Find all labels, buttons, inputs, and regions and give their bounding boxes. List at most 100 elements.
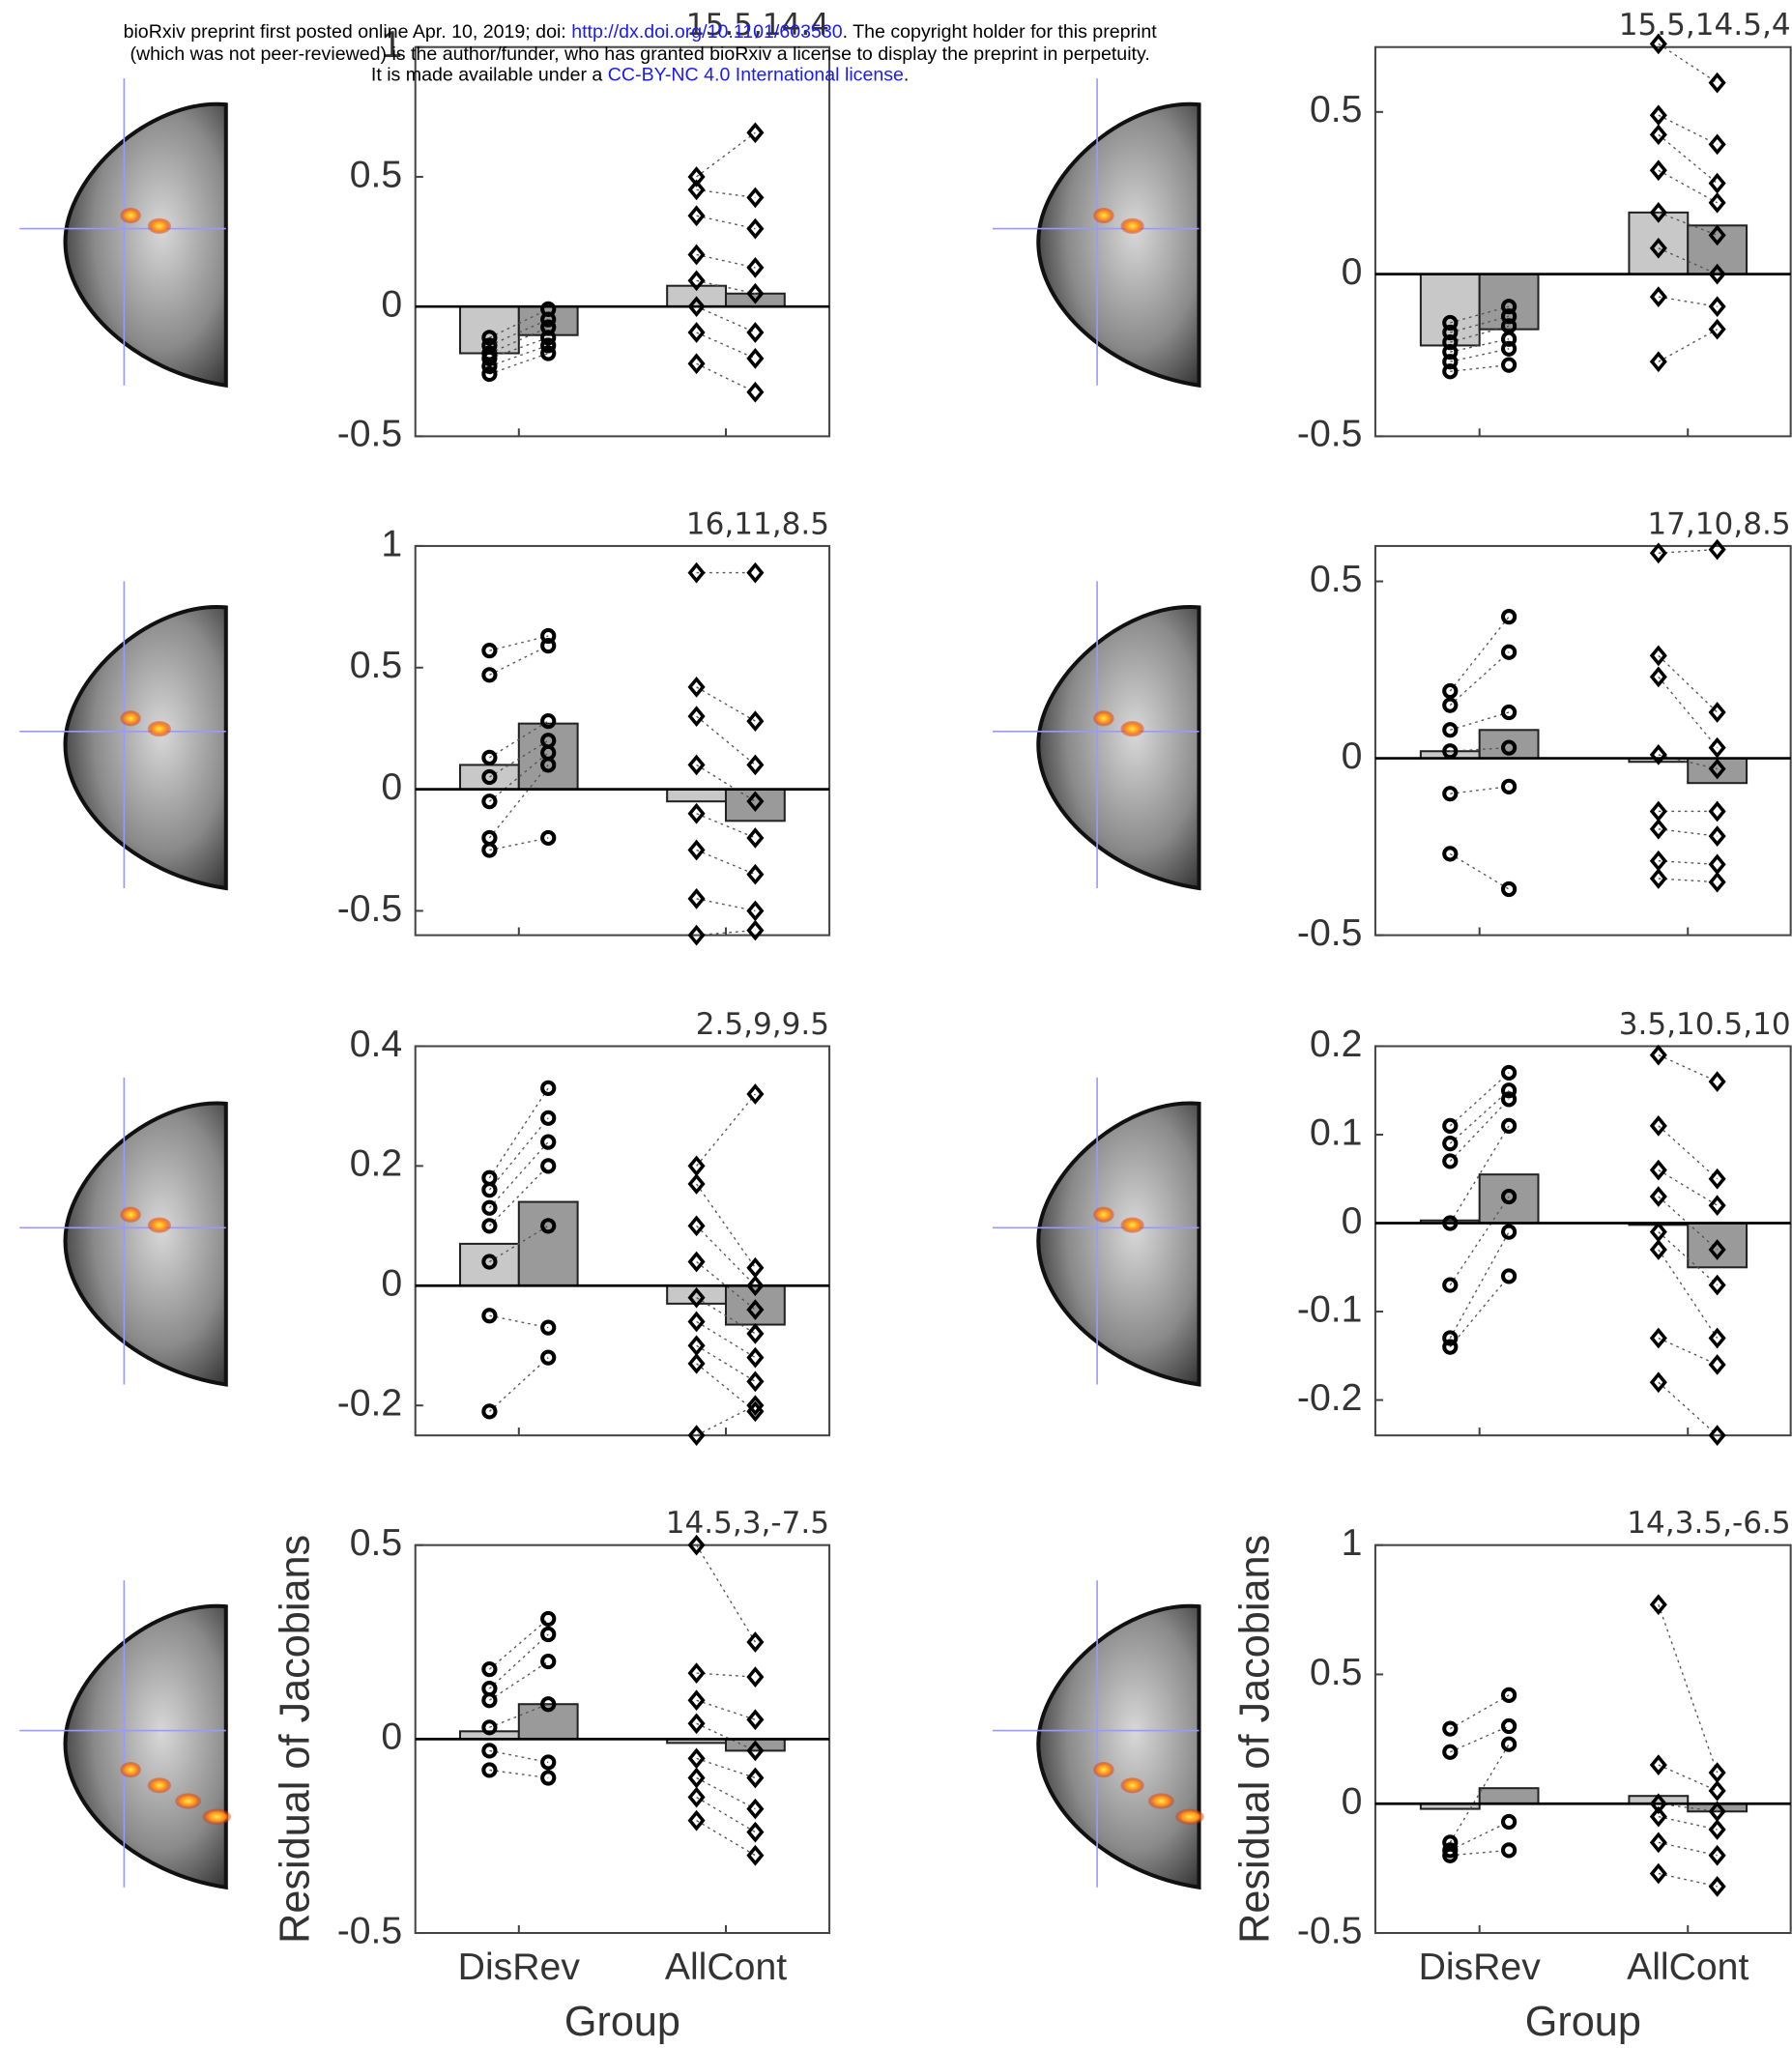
- chart-title: 14.5,3,-7.5: [666, 1506, 829, 1541]
- activation-blob: [1093, 208, 1114, 223]
- plot-area: [1375, 1545, 1791, 1933]
- y-tick-label: 0: [1342, 736, 1363, 777]
- activation-blob: [1148, 1793, 1174, 1808]
- brain-outline: [1038, 104, 1199, 386]
- x-tick-label: AllCont: [1627, 1947, 1749, 1988]
- brain-outline: [1038, 607, 1199, 888]
- activation-blob: [1093, 710, 1114, 726]
- y-tick-label: -0.1: [1297, 1288, 1363, 1330]
- chart: 17,10,8.5 -0.5 0 0.5: [1297, 506, 1791, 954]
- y-tick-label: 0.4: [350, 1024, 402, 1065]
- activation-blob: [120, 1207, 141, 1223]
- y-tick-label: -0.5: [337, 888, 402, 930]
- header-line: (which was not peer-reviewed) is the aut…: [130, 43, 1150, 65]
- chart-title: 17,10,8.5: [1647, 506, 1790, 541]
- y-tick-label: 0.5: [1310, 1652, 1362, 1693]
- y-tick-label: 0: [381, 1716, 402, 1758]
- y-tick-label: 0.1: [1310, 1111, 1362, 1153]
- bar: [1480, 1788, 1539, 1803]
- y-tick-label: -0.5: [1297, 1910, 1363, 1951]
- brain-slice: [993, 1078, 1199, 1385]
- y-axis-label: Residual of Jacobians: [1232, 1535, 1279, 1944]
- plot-area: [416, 47, 829, 437]
- brain-slice: [993, 1580, 1204, 1888]
- plot-area: [416, 1046, 829, 1435]
- chart-title: 3.5,10.5,10: [1619, 1007, 1791, 1042]
- activation-blob: [148, 218, 171, 234]
- y-tick-label: 0: [1342, 1781, 1363, 1823]
- activation-blob: [1093, 1762, 1114, 1777]
- brain-slice: [19, 581, 226, 888]
- y-tick-label: -0.5: [1297, 912, 1363, 954]
- charts: 15.5,14.4-0.500.5115.5,14.5,4-0.500.516,…: [273, 8, 1791, 2045]
- activation-blob: [120, 710, 141, 726]
- brain-slice: [19, 78, 226, 386]
- brain-outline: [66, 104, 226, 386]
- y-axis-label: Residual of Jacobians: [273, 1535, 319, 1944]
- y-tick-label: 0: [1342, 251, 1363, 293]
- chart: 16,11,8.5 -0.5 0 0.5 1: [337, 506, 829, 942]
- x-tick-label: DisRev: [1419, 1947, 1542, 1988]
- header-line: It is made available under a CC-BY-NC 4.…: [371, 65, 909, 86]
- chart-title: 15.5,14.5,4: [1619, 8, 1791, 43]
- y-tick-label: -0.5: [337, 414, 402, 455]
- header-text: It is made available under a: [371, 65, 608, 86]
- doi-link[interactable]: http://dx.doi.org/10.1101/603530: [571, 21, 843, 43]
- chart: 14,3.5,-6.5 -0.5 0 0.5 1 DisRev AllCont Group Re…: [1232, 1506, 1791, 2045]
- x-axis-label: Group: [564, 1999, 680, 2045]
- y-tick-label: 0: [381, 1263, 402, 1305]
- brain-slice: [19, 1580, 231, 1888]
- activation-blob: [1120, 218, 1143, 234]
- chart-title: 2.5,9,9.5: [696, 1007, 829, 1042]
- brain-slice: [993, 78, 1199, 386]
- y-tick-label: 0.5: [350, 1522, 402, 1564]
- activation-blob: [148, 721, 171, 736]
- activation-blob: [1175, 1809, 1204, 1825]
- activation-blob: [1120, 1777, 1143, 1793]
- y-tick-label: -0.5: [337, 1910, 402, 1951]
- brain-outline: [1038, 1104, 1199, 1385]
- y-tick-label: -0.2: [337, 1383, 402, 1425]
- page: {"header": { "line1": ["bioRxiv preprint…: [0, 0, 1792, 2048]
- y-tick-label: 0: [381, 766, 402, 808]
- chart: 14.5,3,-7.5-0.500.5DisRevAllContGroupRes…: [273, 1506, 830, 2045]
- y-tick-label: 1: [381, 523, 402, 564]
- bar: [1480, 1174, 1539, 1223]
- activation-blob: [120, 1762, 141, 1777]
- chart-title: 14,3.5,-6.5: [1627, 1506, 1790, 1541]
- y-tick-label: 0: [381, 284, 402, 326]
- activation-blob: [1120, 721, 1143, 736]
- brain-slice: [19, 1078, 226, 1385]
- x-axis-label: Group: [1525, 1999, 1641, 2045]
- activation-blob: [202, 1809, 231, 1825]
- bar: [460, 1244, 519, 1285]
- y-tick-label: 0.2: [350, 1143, 402, 1185]
- y-tick-label: 0.5: [1310, 89, 1362, 130]
- activation-blob: [1120, 1217, 1143, 1232]
- activation-blob: [1093, 1207, 1114, 1223]
- y-tick-label: 0.5: [350, 645, 402, 686]
- y-tick-label: 0: [1342, 1200, 1363, 1242]
- header-text: .: [904, 65, 909, 86]
- header-text: . The copyright holder for this preprint: [843, 21, 1158, 43]
- activation-blob: [120, 208, 141, 223]
- y-tick-label: 0.5: [350, 154, 402, 195]
- chart-title: 16,11,8.5: [686, 506, 829, 541]
- brain-outline: [66, 1606, 226, 1888]
- header-line: bioRxiv preprint first posted online Apr…: [124, 21, 1158, 43]
- activation-blob: [175, 1793, 201, 1808]
- chart: 3.5,10.5,10-0.2-0.100.10.2: [1297, 1007, 1791, 1443]
- license-link[interactable]: CC-BY-NC 4.0 International license: [608, 65, 904, 86]
- y-tick-label: 1: [1342, 1522, 1363, 1564]
- brain-slice: [993, 581, 1199, 888]
- brain-outline: [66, 607, 226, 888]
- chart: 2.5,9,9.5 -0.2 0 0.2 0.4: [337, 1007, 829, 1443]
- y-tick-label: -0.2: [1297, 1377, 1363, 1419]
- brain-outline: [66, 1104, 226, 1385]
- chart: 15.5,14.5,4 -0.5 0 0.5: [1297, 8, 1791, 455]
- y-tick-label: -0.5: [1297, 414, 1363, 455]
- bar: [667, 790, 726, 802]
- activation-blob: [148, 1777, 171, 1793]
- y-tick-label: 0.5: [1310, 559, 1362, 600]
- plot-area: [1375, 546, 1791, 936]
